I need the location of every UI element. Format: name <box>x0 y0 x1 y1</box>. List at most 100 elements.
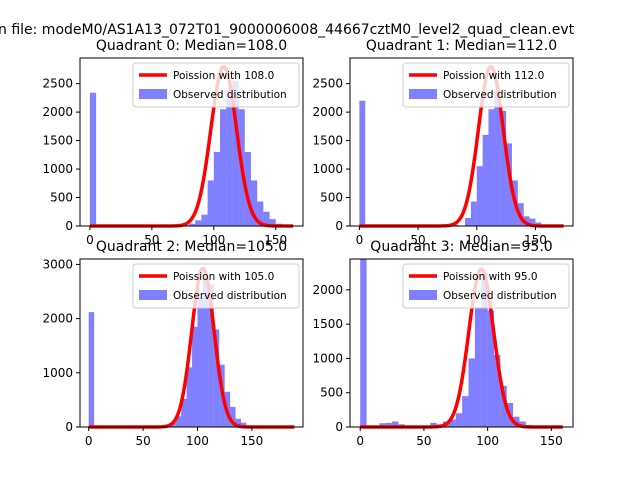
x-tick-label: 0 <box>356 434 364 448</box>
hist-bar <box>186 367 193 427</box>
x-tick-label: 50 <box>410 233 425 247</box>
hist-bar <box>481 272 488 427</box>
hist-bar <box>263 211 270 226</box>
legend-box <box>132 263 300 309</box>
y-tick-label: 0 <box>335 219 343 233</box>
quadrant-2-axes: 0 50 100 150 0 1000 2000 3000 Poission with 105.… <box>42 239 304 448</box>
x-tick-label: 0 <box>86 233 94 247</box>
hist-bar <box>269 219 276 226</box>
y-tick-label: 1000 <box>42 162 73 176</box>
x-tick-label: 0 <box>85 434 93 448</box>
x-tick-label: 150 <box>540 434 563 448</box>
hist-bar <box>213 329 220 427</box>
hist-bar <box>359 100 366 226</box>
hist-bar <box>385 422 393 427</box>
hist-bar <box>175 416 182 427</box>
hist-bar <box>465 218 471 226</box>
axes-frame <box>79 258 304 428</box>
y-tick-label: 2000 <box>312 105 343 119</box>
hist-bar <box>482 134 489 226</box>
y-tick-label: 1000 <box>312 162 343 176</box>
hist-bar <box>181 398 187 427</box>
figure-suptitle: n file: modeM0/AS1A13_072T01_9000006008_… <box>0 22 575 38</box>
hist-bar <box>494 89 501 226</box>
y-tick-label: 500 <box>320 386 343 400</box>
legend-box <box>402 62 570 108</box>
y-tick-label: 0 <box>335 420 343 434</box>
y-tick-label: 2500 <box>312 77 343 91</box>
x-tick-label: 0 <box>356 233 364 247</box>
hist-bar <box>493 355 501 427</box>
hist-bar <box>529 218 536 226</box>
x-tick-label: 50 <box>135 434 150 448</box>
legend-hist-label: Observed distribution <box>173 89 287 101</box>
hist-bar <box>523 216 530 226</box>
hist-bar <box>519 421 526 427</box>
y-tick-label: 1000 <box>42 366 73 380</box>
hist-bar <box>455 413 463 427</box>
legend-hist-label: Observed distribution <box>443 290 557 302</box>
hist-bar <box>500 385 507 427</box>
quadrant-0-title: Quadrant 0: Median=108.0 <box>96 38 287 54</box>
legend-curve-label: Poission with 112.0 <box>443 70 544 82</box>
legend-hist-swatch <box>409 290 437 300</box>
quadrant-2-title: Quadrant 2: Median=105.0 <box>96 239 287 255</box>
legend-curve-label: Poission with 95.0 <box>443 271 538 283</box>
hist-bar <box>201 214 208 226</box>
y-tick-label: 0 <box>65 420 73 434</box>
hist-bar <box>250 180 258 226</box>
hist-bar <box>195 220 202 226</box>
hist-bar <box>213 151 220 226</box>
hist-bar <box>202 275 209 427</box>
hist-bar <box>474 307 482 427</box>
hist-bar <box>235 418 241 427</box>
legend-hist-swatch <box>139 89 167 99</box>
y-tick-label: 1500 <box>312 134 343 148</box>
hist-bar <box>88 312 95 427</box>
hist-bar <box>488 109 495 226</box>
hist-bar <box>89 92 97 226</box>
hist-bar <box>360 259 367 427</box>
y-tick-label: 500 <box>50 191 73 205</box>
legend-curve-label: Poission with 105.0 <box>173 271 274 283</box>
y-tick-label: 500 <box>320 191 343 205</box>
hist-bar <box>244 151 251 226</box>
hist-bar <box>207 180 214 226</box>
x-tick-label: 150 <box>524 233 547 247</box>
hist-bar <box>257 201 264 226</box>
hist-bar <box>392 421 399 427</box>
x-tick-label: 150 <box>264 233 287 247</box>
y-tick-label: 3000 <box>42 257 73 271</box>
x-tick-label: 150 <box>240 434 263 448</box>
legend-hist-swatch <box>139 290 167 300</box>
quadrant-3-title: Quadrant 3: Median=95.0 <box>370 239 552 255</box>
legend-hist-swatch <box>409 89 437 99</box>
y-tick-label: 1500 <box>312 317 343 331</box>
x-tick-label: 100 <box>476 434 499 448</box>
hist-bar <box>197 296 203 427</box>
x-tick-label: 100 <box>465 233 488 247</box>
y-tick-label: 2000 <box>42 312 73 326</box>
hist-bar <box>506 143 512 226</box>
hist-bar <box>230 406 236 427</box>
legend-box <box>132 62 300 108</box>
axes-frame <box>349 258 574 428</box>
hist-bar <box>513 416 520 427</box>
hist-bar <box>449 419 456 427</box>
hist-bar <box>189 223 196 226</box>
hist-bar <box>453 224 460 226</box>
hist-bar <box>462 396 469 427</box>
hist-bar <box>500 110 507 226</box>
x-tick-label: 100 <box>202 233 225 247</box>
y-tick-label: 1000 <box>312 351 343 365</box>
hist-bar <box>487 310 494 427</box>
hist-bar <box>430 422 437 427</box>
legend-hist-label: Observed distribution <box>173 290 287 302</box>
axes-frame <box>79 57 304 227</box>
legend-box <box>402 263 570 309</box>
